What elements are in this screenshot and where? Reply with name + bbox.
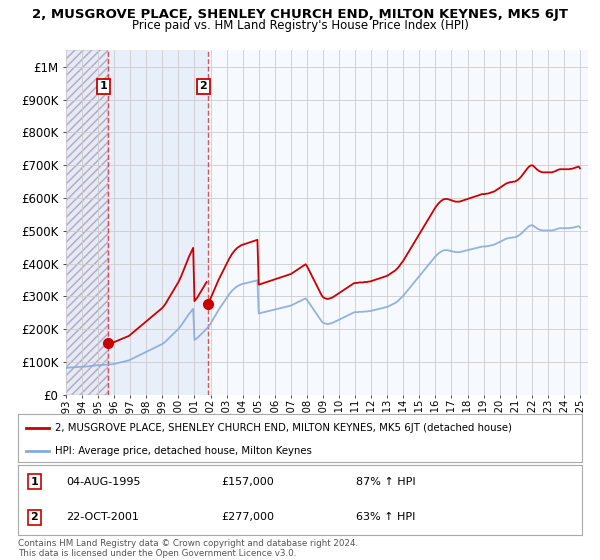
Text: 87% ↑ HPI: 87% ↑ HPI: [356, 477, 416, 487]
Text: 04-AUG-1995: 04-AUG-1995: [66, 477, 140, 487]
Text: 1: 1: [31, 477, 38, 487]
Text: 2: 2: [200, 82, 208, 91]
Bar: [66, 50, 107, 395]
Text: 63% ↑ HPI: 63% ↑ HPI: [356, 512, 416, 522]
Text: Price paid vs. HM Land Registry's House Price Index (HPI): Price paid vs. HM Land Registry's House …: [131, 19, 469, 32]
Text: £157,000: £157,000: [221, 477, 274, 487]
Bar: [107, 50, 208, 395]
Text: 1: 1: [100, 82, 107, 91]
Text: 22-OCT-2001: 22-OCT-2001: [66, 512, 139, 522]
Text: 2, MUSGROVE PLACE, SHENLEY CHURCH END, MILTON KEYNES, MK5 6JT (detached house): 2, MUSGROVE PLACE, SHENLEY CHURCH END, M…: [55, 423, 512, 433]
Bar: [208, 50, 588, 395]
Text: £277,000: £277,000: [221, 512, 274, 522]
Bar: [66, 50, 107, 395]
Text: Contains HM Land Registry data © Crown copyright and database right 2024.
This d: Contains HM Land Registry data © Crown c…: [18, 539, 358, 558]
Text: HPI: Average price, detached house, Milton Keynes: HPI: Average price, detached house, Milt…: [55, 446, 311, 456]
Text: 2: 2: [31, 512, 38, 522]
Text: 2, MUSGROVE PLACE, SHENLEY CHURCH END, MILTON KEYNES, MK5 6JT: 2, MUSGROVE PLACE, SHENLEY CHURCH END, M…: [32, 8, 568, 21]
